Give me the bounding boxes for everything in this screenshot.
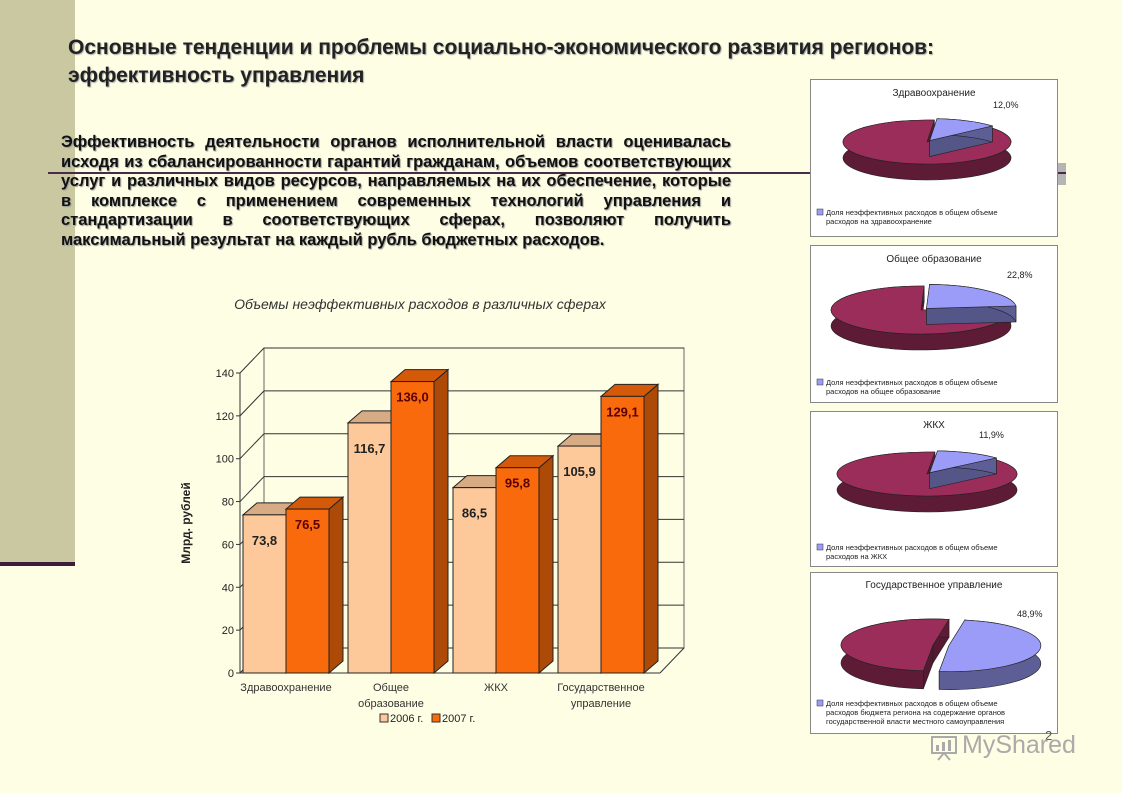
bar-front xyxy=(600,395,645,674)
x-tick-label: ЖКХ xyxy=(484,682,509,694)
x-tick-label: Общее xyxy=(373,682,409,694)
x-tick-label: образование xyxy=(358,698,424,710)
pie-percent-label: 48,9% xyxy=(1017,609,1043,619)
pie-legend-label: Доля неэффективных расходов в общем объе… xyxy=(826,699,1005,726)
y-tick-label: 80 xyxy=(222,497,234,509)
pie-slice-inefficient xyxy=(926,284,1017,325)
gridline-diag xyxy=(239,476,265,502)
bar-front xyxy=(347,422,392,674)
bar-front xyxy=(285,508,330,674)
pie-title: Государственное управление xyxy=(866,580,1003,591)
pie-slice-inefficient xyxy=(938,618,1042,690)
bar-chart: 0 20 40 60 80 100 120 140 Млрд. рублей 73,8 76,5 Зд… xyxy=(179,347,685,725)
x-axis-depth xyxy=(659,647,685,674)
data-label: 76,5 xyxy=(295,517,320,532)
page-number: 2 xyxy=(1045,728,1053,743)
pie-face xyxy=(929,118,994,142)
y-axis-label: Млрд. рублей xyxy=(179,482,193,563)
slide-title: Основные тенденции и проблемы социально-… xyxy=(68,36,935,87)
bar-2007-0 xyxy=(284,495,345,675)
y-tick-label: 120 xyxy=(216,411,234,423)
pie-slice-rest xyxy=(840,618,950,690)
y-tick-label: 0 xyxy=(228,668,234,680)
bar-front xyxy=(242,514,287,674)
presentation-icon xyxy=(931,736,957,761)
pie-title: Общее образование xyxy=(886,253,982,265)
pie-legend-swatch xyxy=(816,378,824,386)
data-label: 86,5 xyxy=(462,506,487,521)
pie-face xyxy=(842,119,1012,165)
pie-face xyxy=(929,450,997,474)
bar-front xyxy=(495,467,540,674)
bar-front xyxy=(390,381,435,674)
body-paragraph: Эффективность деятельности органов испол… xyxy=(61,133,731,249)
pie-chart-education: Общее образование 22,8% Доля неэффективных… xyxy=(810,245,1058,403)
x-tick-label: Государственное xyxy=(557,682,644,694)
pie-legend-label: Доля неэффективных расходов в общем объе… xyxy=(826,378,998,396)
legend-label: 2007 г. xyxy=(442,713,475,725)
pie-slice-inefficient xyxy=(929,118,994,157)
gridline-diag xyxy=(239,433,265,460)
bar-2007-3 xyxy=(599,383,660,675)
legend-label: 2006 г. xyxy=(390,713,423,725)
pie-chart-government: Государственное управление 48,9% Доля неэф… xyxy=(810,572,1058,734)
pie-face xyxy=(836,451,1018,497)
bar-front xyxy=(557,445,602,674)
data-label: 116,7 xyxy=(354,441,386,456)
y-tick-label: 140 xyxy=(216,368,234,380)
pie-percent-label: 11,9% xyxy=(979,430,1004,440)
pie-percent-label: 22,8% xyxy=(1007,270,1033,280)
pie-slice-rest xyxy=(836,451,1018,513)
pie-slice-inefficient xyxy=(929,450,997,490)
pie-title: ЖКХ xyxy=(923,420,945,431)
y-tick-label: 100 xyxy=(216,454,234,466)
pie-chart-housing: ЖКХ 11,9% Доля неэффективных расходов в об… xyxy=(810,411,1058,567)
pie-face xyxy=(938,619,1042,672)
y-tick-label: 60 xyxy=(222,539,234,551)
pie-face xyxy=(840,618,950,672)
data-label: 129,1 xyxy=(606,404,639,419)
legend-swatch xyxy=(431,713,441,723)
pie-face xyxy=(926,284,1017,309)
chart-caption: Объемы неэффективных расходов в различны… xyxy=(234,296,606,312)
legend-swatch xyxy=(379,713,389,723)
data-label: 136,0 xyxy=(396,390,429,405)
pie-percent-label: 12,0% xyxy=(993,100,1019,110)
bar-side xyxy=(538,454,554,675)
left-decor-band xyxy=(0,0,75,565)
bar-side xyxy=(328,495,344,675)
watermark: MyShared xyxy=(962,731,1076,759)
data-label: 95,8 xyxy=(505,476,530,491)
header-divider xyxy=(48,172,1066,174)
pie-legend-label: Доля неэффективных расходов в общем объе… xyxy=(826,543,998,561)
y-tick-label: 40 xyxy=(222,582,234,594)
bar-2007-2 xyxy=(494,454,555,675)
gridline-diag xyxy=(239,347,265,374)
data-label: 73,8 xyxy=(252,533,277,548)
left-decor-line xyxy=(0,562,75,566)
gridline-diag xyxy=(239,390,265,417)
pie-legend-label: Доля неэффективных расходов в общем объе… xyxy=(826,208,998,226)
bar-side xyxy=(643,383,659,675)
pie-title: Здравоохранение xyxy=(892,88,976,99)
x-tick-label: управление xyxy=(571,698,631,710)
pie-legend-swatch xyxy=(816,543,824,551)
pie-legend-swatch xyxy=(816,208,824,216)
bar-side xyxy=(433,368,449,675)
bar-front xyxy=(452,487,497,674)
bar-2007-1 xyxy=(389,368,450,675)
pie-chart-healthcare: Здравоохранение 12,0% Доля неэффективных р… xyxy=(810,79,1058,237)
pie-legend-swatch xyxy=(816,699,824,707)
y-tick-label: 20 xyxy=(222,625,234,637)
x-tick-label: Здравоохранение xyxy=(240,682,331,694)
data-label: 105,9 xyxy=(563,464,596,479)
